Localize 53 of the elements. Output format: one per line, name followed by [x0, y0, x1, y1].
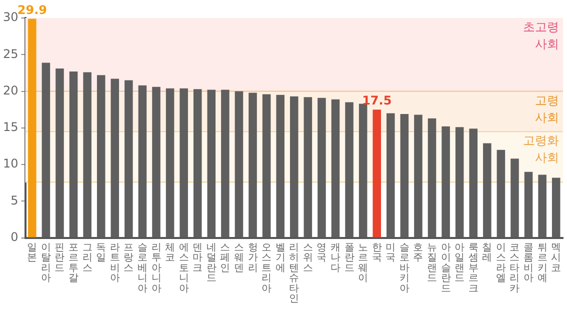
- x-tick-label: 스위스: [302, 242, 313, 274]
- x-tick-label: 슬로베니아: [137, 242, 148, 294]
- x-tick-label: 폴란드: [344, 242, 354, 274]
- x-tick-label: 리히텐슈타인: [289, 242, 300, 304]
- x-tick-label: 스웨덴: [234, 242, 244, 274]
- y-tick-label: 0: [10, 230, 18, 244]
- bar: [372, 110, 381, 238]
- y-tick-label: 25: [2, 46, 18, 61]
- x-tick-label: 코스타리카: [510, 242, 520, 294]
- band-label: 초고령 사회: [523, 20, 559, 52]
- x-tick-label: 스페인: [220, 242, 230, 274]
- band-label: 고령화 사회: [523, 134, 559, 165]
- x-tick-label: 에스토니아: [178, 242, 189, 294]
- x-tick-label: 룩셈부르크: [468, 242, 478, 294]
- y-tick-label: 15: [2, 120, 18, 134]
- x-tick-label: 아이슬란드: [440, 242, 451, 294]
- x-tick-label: 아일랜드: [454, 242, 465, 284]
- x-tick-label: 헝가리: [248, 242, 258, 274]
- y-tick-label: 10: [2, 156, 18, 171]
- x-tick-label: 호주: [413, 242, 424, 264]
- x-tick-label: 슬로바키아: [399, 242, 410, 294]
- x-tick-label: 미국: [386, 242, 396, 264]
- x-tick-label: 프랑스: [124, 242, 134, 274]
- bar: [28, 18, 36, 238]
- band-label: 고령 사회: [535, 93, 559, 124]
- x-tick-label: 영국: [316, 242, 327, 264]
- x-tick-label: 그리스: [82, 242, 92, 274]
- x-tick-label: 오스트리아: [262, 242, 272, 294]
- x-tick-label: 칠레: [482, 242, 492, 264]
- x-tick-label: 콜롬비아: [524, 242, 534, 284]
- x-tick-label: 캐나다: [330, 242, 340, 274]
- x-tick-label: 뉴질랜드: [427, 242, 438, 284]
- x-tick-label: 멕시코: [551, 242, 562, 274]
- x-tick-label: 벨기에: [275, 242, 286, 274]
- x-tick-label: 독일: [96, 242, 106, 264]
- x-tick-label: 일본: [27, 242, 38, 264]
- x-tick-label: 체코: [165, 242, 176, 264]
- x-tick-label: 한국: [372, 242, 382, 264]
- data-label: 17.5: [362, 94, 392, 108]
- y-tick-label: 30: [2, 10, 18, 24]
- x-tick-label: 네덜란드: [206, 242, 216, 284]
- x-tick-label: 이탈리아: [40, 242, 51, 284]
- x-tick-label: 튀르키예: [537, 242, 548, 284]
- x-tick-label: 노르웨이: [358, 242, 368, 284]
- x-tick-label: 덴마크: [192, 242, 203, 274]
- y-tick-label: 20: [2, 83, 18, 98]
- x-tick-label: 핀란드: [54, 242, 65, 274]
- data-label: 29.9: [17, 2, 47, 17]
- x-tick-label: 라트비아: [110, 242, 120, 284]
- x-tick-label: 포르투갈: [68, 242, 79, 284]
- y-tick-label: 5: [10, 193, 18, 208]
- x-tick-label: 리투아니아: [151, 242, 162, 294]
- x-tick-label: 이스라엘: [496, 242, 506, 284]
